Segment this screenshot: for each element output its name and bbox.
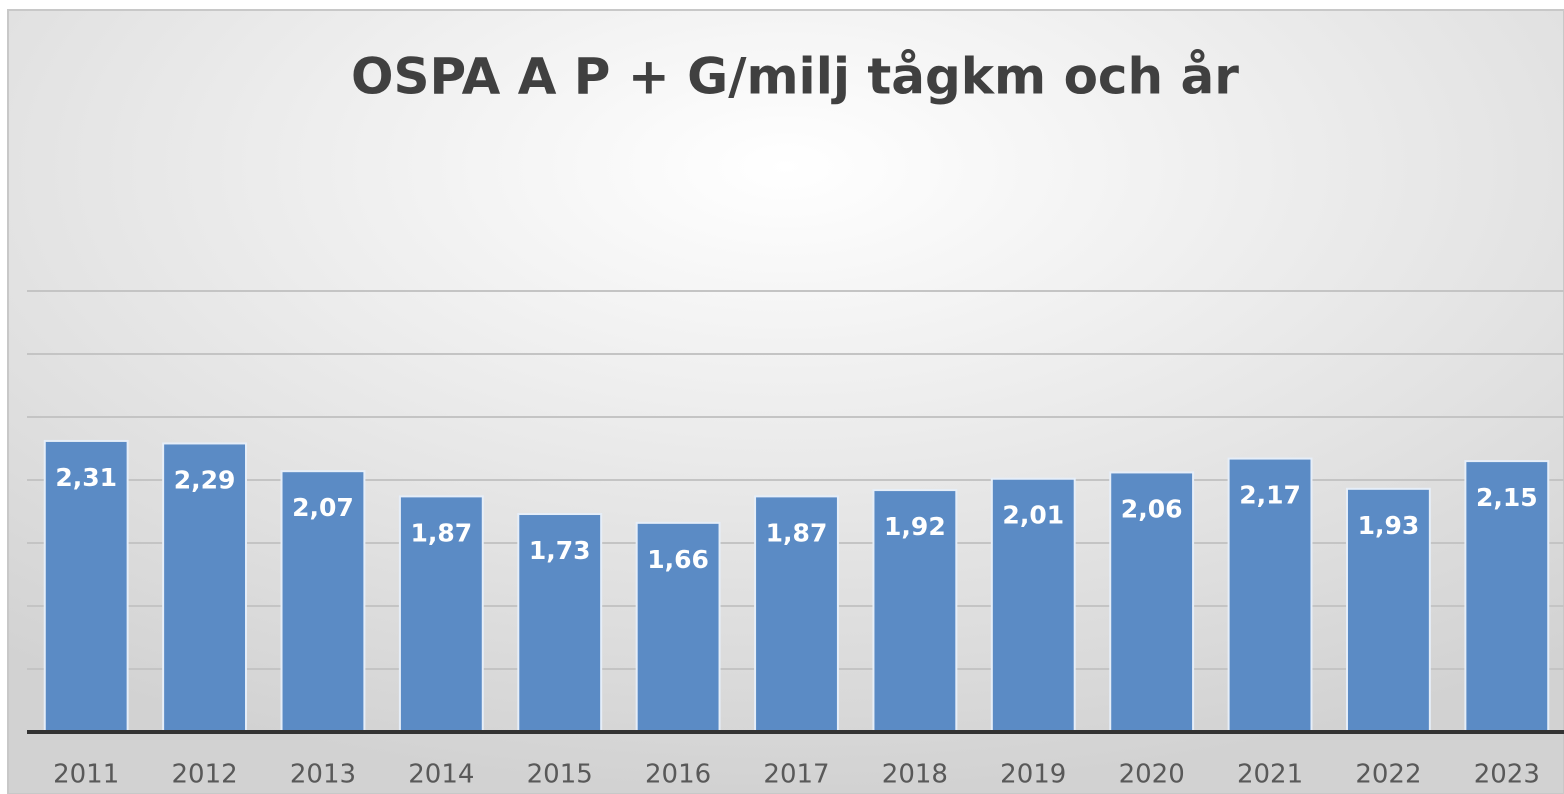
data-label: 2,17 [1239,481,1301,510]
data-label: 2,06 [1121,494,1183,523]
data-label: 2,07 [292,493,354,522]
bar [517,513,603,734]
x-tick-label: 2014 [408,760,474,790]
x-tick-label: 2023 [1474,760,1540,790]
data-label: 1,73 [529,536,591,565]
x-tick-label: 2018 [882,760,948,790]
bar [990,477,1076,733]
bar [1109,471,1195,733]
bar [162,442,248,733]
x-tick-label: 2022 [1355,760,1421,790]
x-tick-label: 2019 [1000,760,1066,790]
data-label: 2,01 [1002,501,1064,530]
x-tick-label: 2017 [763,760,829,790]
x-tick-label: 2013 [290,760,356,790]
x-tick-label: 2011 [53,760,119,790]
data-label: 1,87 [766,518,828,547]
bar [1227,457,1313,733]
bar [1345,487,1431,733]
x-tick-label: 2021 [1237,760,1303,790]
bar [280,470,366,733]
data-label: 1,66 [647,545,709,574]
data-label: 2,15 [1476,483,1538,512]
x-tick-label: 2016 [645,760,711,790]
bar [1464,460,1550,733]
bar [398,495,484,733]
data-label: 1,93 [1358,511,1420,540]
bar [43,439,129,733]
data-label: 2,29 [174,465,236,494]
x-tick-label: 2020 [1119,760,1185,790]
data-label: 2,31 [55,463,117,492]
bar [872,489,958,733]
data-label: 1,92 [884,512,946,541]
data-label: 1,87 [411,518,473,547]
bar [754,495,839,733]
chart-title: OSPA A P + G/milj tågkm och år [351,48,1239,106]
bar [635,521,721,734]
x-tick-label: 2012 [171,760,237,790]
x-tick-label: 2015 [527,760,593,790]
